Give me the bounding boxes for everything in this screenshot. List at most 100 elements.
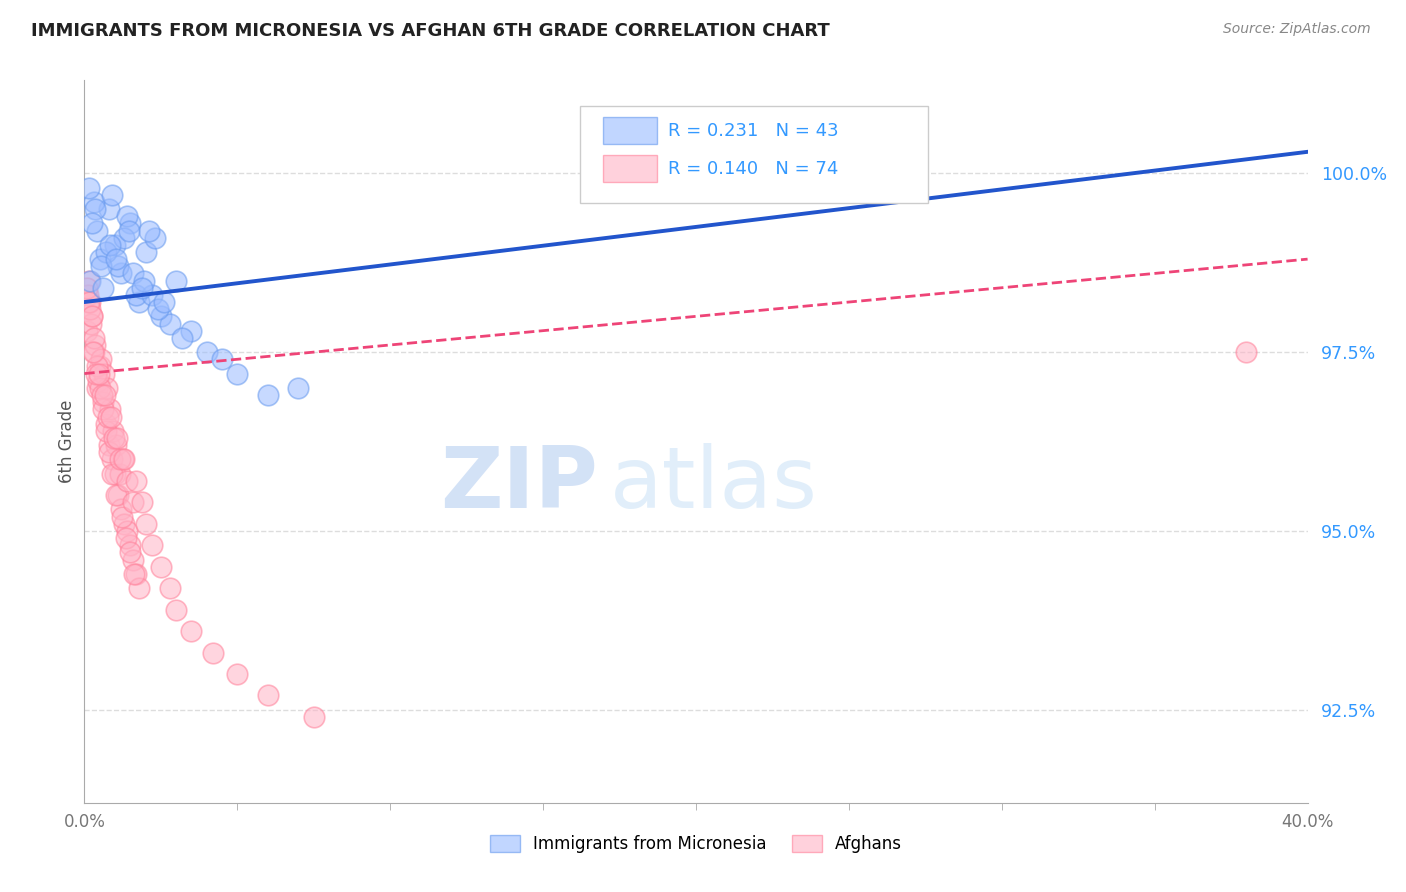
Point — [143, 230, 166, 244]
Point — [1236, 345, 1258, 359]
Point — [89, 359, 111, 374]
Point — [77, 288, 100, 302]
Point — [97, 409, 120, 424]
Point — [105, 252, 128, 266]
Point — [146, 302, 169, 317]
Point — [115, 524, 138, 538]
Point — [108, 467, 131, 481]
Text: ZIP: ZIP — [440, 443, 598, 526]
Point — [83, 345, 105, 359]
Point — [138, 223, 160, 237]
Text: R = 0.140   N = 74: R = 0.140 N = 74 — [668, 160, 838, 178]
Point — [91, 388, 114, 402]
Point — [165, 602, 187, 616]
Point — [97, 202, 120, 216]
Point — [125, 288, 148, 302]
Point — [114, 531, 136, 545]
Point — [93, 367, 115, 381]
FancyBboxPatch shape — [579, 105, 928, 203]
Point — [80, 310, 103, 324]
Point — [149, 310, 172, 324]
Point — [159, 581, 181, 595]
Point — [112, 230, 135, 244]
Point — [115, 209, 138, 223]
Point — [84, 338, 107, 352]
Point — [257, 388, 280, 402]
Point — [128, 295, 150, 310]
Text: R = 0.231   N = 43: R = 0.231 N = 43 — [668, 122, 838, 140]
Point — [83, 331, 105, 345]
Point — [107, 260, 129, 274]
Point — [103, 424, 125, 438]
Point — [128, 581, 150, 595]
Point — [89, 381, 111, 395]
Point — [104, 237, 127, 252]
Point — [76, 324, 98, 338]
Point — [80, 317, 103, 331]
Point — [87, 367, 110, 381]
Point — [112, 516, 135, 531]
Point — [77, 295, 100, 310]
Point — [180, 624, 202, 639]
Point — [159, 317, 181, 331]
Point — [103, 431, 125, 445]
Point — [86, 223, 108, 237]
Point — [747, 145, 769, 159]
Point — [118, 223, 141, 237]
Point — [98, 402, 121, 417]
Point — [226, 367, 249, 381]
Point — [94, 244, 117, 259]
Point — [120, 538, 142, 552]
Point — [110, 267, 132, 281]
Point — [104, 488, 127, 502]
Point — [122, 267, 145, 281]
Point — [79, 274, 101, 288]
Point — [135, 516, 157, 531]
Point — [302, 710, 325, 724]
Point — [86, 381, 108, 395]
Point — [101, 452, 124, 467]
Y-axis label: 6th Grade: 6th Grade — [58, 400, 76, 483]
Text: atlas: atlas — [610, 443, 818, 526]
Point — [141, 288, 163, 302]
Point — [86, 359, 108, 374]
Point — [135, 244, 157, 259]
Point — [97, 438, 120, 452]
Point — [226, 667, 249, 681]
Point — [79, 295, 101, 310]
Point — [76, 281, 98, 295]
Point — [98, 237, 121, 252]
Point — [121, 495, 143, 509]
Point — [105, 438, 128, 452]
Point — [132, 274, 155, 288]
Point — [94, 388, 117, 402]
Point — [165, 274, 187, 288]
Point — [141, 538, 163, 552]
Point — [122, 566, 145, 581]
Point — [172, 331, 194, 345]
Point — [105, 431, 128, 445]
Point — [180, 324, 202, 338]
Point — [94, 417, 117, 431]
Point — [131, 495, 153, 509]
Point — [79, 302, 101, 317]
Point — [91, 402, 114, 417]
Point — [90, 260, 112, 274]
Point — [153, 295, 176, 310]
Point — [120, 216, 142, 230]
Point — [96, 424, 118, 438]
Point — [195, 345, 218, 359]
Point — [107, 488, 129, 502]
Point — [211, 352, 233, 367]
Point — [125, 566, 148, 581]
Point — [80, 216, 103, 230]
Point — [112, 452, 135, 467]
Point — [118, 545, 141, 559]
Point — [257, 689, 280, 703]
Point — [131, 281, 153, 295]
Point — [91, 395, 114, 409]
Point — [201, 646, 224, 660]
Point — [110, 452, 132, 467]
Point — [104, 467, 127, 481]
Point — [80, 310, 103, 324]
